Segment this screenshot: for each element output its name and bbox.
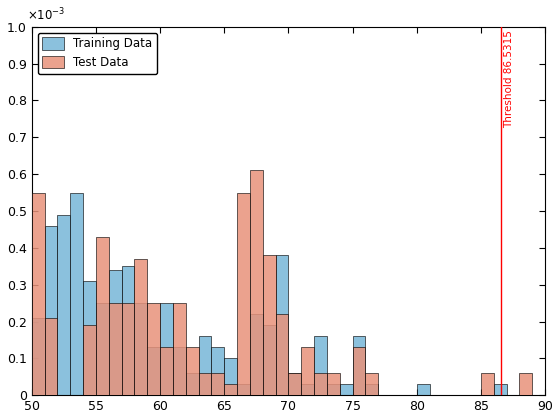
Bar — [237, 192, 250, 395]
Bar — [366, 384, 379, 395]
Bar — [160, 303, 173, 395]
Text: $\times10^{-3}$: $\times10^{-3}$ — [27, 6, 65, 23]
Bar — [32, 192, 45, 395]
Bar — [263, 325, 276, 395]
Bar — [45, 318, 58, 395]
Bar — [160, 347, 173, 395]
Bar — [353, 336, 366, 395]
Bar — [83, 281, 96, 395]
Bar — [301, 347, 314, 395]
Bar — [237, 384, 250, 395]
Bar — [212, 347, 225, 395]
Bar — [340, 384, 353, 395]
Bar — [134, 303, 147, 395]
Bar — [122, 303, 134, 395]
Bar — [263, 255, 276, 395]
Bar — [288, 373, 301, 395]
Bar — [199, 373, 212, 395]
Bar — [288, 373, 301, 395]
Bar — [186, 373, 199, 395]
Bar — [212, 373, 225, 395]
Bar — [186, 347, 199, 395]
Bar — [83, 325, 96, 395]
Bar — [134, 259, 147, 395]
Bar — [366, 373, 379, 395]
Bar — [314, 373, 327, 395]
Bar — [314, 336, 327, 395]
Bar — [276, 314, 288, 395]
Bar — [301, 384, 314, 395]
Bar — [173, 303, 186, 395]
Bar — [96, 303, 109, 395]
Bar — [71, 192, 83, 395]
Bar — [481, 373, 494, 395]
Bar — [494, 384, 507, 395]
Bar — [225, 384, 237, 395]
Bar — [45, 226, 58, 395]
Bar — [250, 314, 263, 395]
Bar — [32, 318, 45, 395]
Bar — [520, 373, 533, 395]
Bar — [225, 358, 237, 395]
Bar — [96, 237, 109, 395]
Bar — [109, 270, 122, 395]
Bar — [327, 373, 340, 395]
Bar — [327, 384, 340, 395]
Legend: Training Data, Test Data: Training Data, Test Data — [38, 33, 157, 74]
Bar — [353, 347, 366, 395]
Bar — [199, 336, 212, 395]
Bar — [58, 215, 71, 395]
Bar — [417, 384, 430, 395]
Bar — [250, 171, 263, 395]
Bar — [173, 347, 186, 395]
Bar — [147, 303, 160, 395]
Bar — [122, 266, 134, 395]
Text: Threshold 86.5315: Threshold 86.5315 — [505, 31, 515, 129]
Bar — [276, 255, 288, 395]
Bar — [147, 347, 160, 395]
Bar — [109, 303, 122, 395]
